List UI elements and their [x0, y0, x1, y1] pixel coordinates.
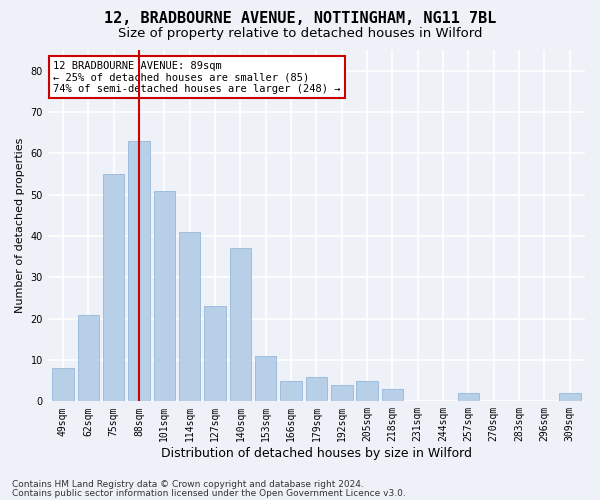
Bar	[204, 306, 226, 402]
Bar	[154, 190, 175, 402]
Bar	[52, 368, 74, 402]
Bar	[305, 376, 327, 402]
X-axis label: Distribution of detached houses by size in Wilford: Distribution of detached houses by size …	[161, 447, 472, 460]
Bar	[179, 232, 200, 402]
Bar	[128, 141, 150, 402]
Bar	[559, 393, 581, 402]
Bar	[382, 389, 403, 402]
Bar	[230, 248, 251, 402]
Bar	[103, 174, 124, 402]
Bar	[331, 385, 353, 402]
Text: Contains HM Land Registry data © Crown copyright and database right 2024.: Contains HM Land Registry data © Crown c…	[12, 480, 364, 489]
Bar	[280, 380, 302, 402]
Y-axis label: Number of detached properties: Number of detached properties	[15, 138, 25, 314]
Bar	[77, 314, 99, 402]
Text: Size of property relative to detached houses in Wilford: Size of property relative to detached ho…	[118, 28, 482, 40]
Bar	[458, 393, 479, 402]
Text: 12 BRADBOURNE AVENUE: 89sqm
← 25% of detached houses are smaller (85)
74% of sem: 12 BRADBOURNE AVENUE: 89sqm ← 25% of det…	[53, 60, 341, 94]
Text: Contains public sector information licensed under the Open Government Licence v3: Contains public sector information licen…	[12, 488, 406, 498]
Bar	[255, 356, 277, 402]
Bar	[356, 380, 378, 402]
Text: 12, BRADBOURNE AVENUE, NOTTINGHAM, NG11 7BL: 12, BRADBOURNE AVENUE, NOTTINGHAM, NG11 …	[104, 11, 496, 26]
